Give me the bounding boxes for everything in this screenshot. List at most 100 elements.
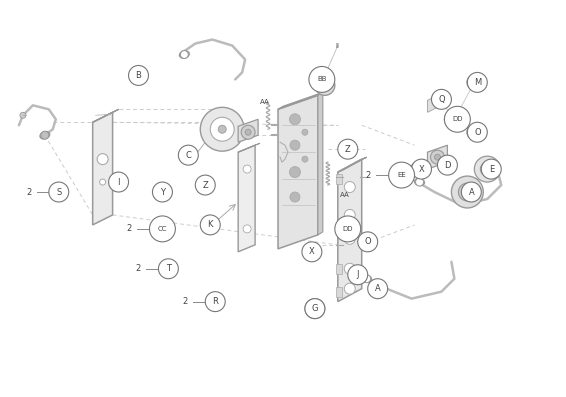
Polygon shape (427, 145, 447, 169)
Circle shape (431, 150, 444, 164)
Text: 2: 2 (365, 171, 370, 179)
Circle shape (358, 232, 378, 252)
Ellipse shape (414, 179, 424, 186)
Text: E: E (488, 165, 494, 173)
Text: X: X (309, 247, 315, 256)
Polygon shape (336, 174, 342, 184)
Circle shape (431, 91, 447, 107)
Circle shape (481, 159, 501, 179)
Text: O: O (474, 128, 481, 137)
Circle shape (289, 114, 301, 125)
Circle shape (389, 162, 414, 188)
Circle shape (41, 131, 49, 139)
Circle shape (302, 156, 308, 162)
Circle shape (49, 182, 68, 202)
Circle shape (449, 114, 460, 124)
Polygon shape (338, 157, 367, 172)
Circle shape (323, 83, 327, 88)
Circle shape (305, 299, 325, 318)
Circle shape (467, 125, 482, 140)
Ellipse shape (40, 131, 50, 139)
Circle shape (335, 216, 361, 242)
Circle shape (158, 259, 178, 279)
Polygon shape (336, 264, 342, 274)
Polygon shape (238, 143, 260, 152)
Circle shape (360, 234, 375, 249)
Circle shape (289, 167, 301, 177)
Circle shape (431, 89, 452, 109)
Text: DD: DD (452, 116, 462, 122)
Text: T: T (166, 264, 171, 273)
Text: K: K (208, 220, 213, 229)
Text: J: J (357, 270, 359, 279)
Text: 2: 2 (136, 264, 141, 273)
Text: II: II (336, 42, 340, 48)
Polygon shape (238, 119, 258, 142)
Circle shape (20, 112, 26, 118)
Circle shape (97, 154, 108, 165)
Ellipse shape (362, 275, 372, 282)
Text: 2: 2 (26, 187, 32, 197)
Circle shape (241, 125, 255, 139)
Circle shape (305, 245, 319, 259)
Circle shape (340, 219, 360, 239)
Circle shape (467, 75, 482, 90)
Circle shape (195, 175, 215, 195)
Circle shape (438, 155, 457, 175)
Circle shape (344, 210, 355, 220)
Circle shape (218, 125, 226, 133)
Text: AA: AA (340, 192, 350, 198)
Circle shape (152, 182, 173, 202)
Circle shape (368, 279, 388, 299)
Circle shape (481, 162, 494, 176)
Circle shape (348, 265, 368, 285)
Circle shape (345, 224, 355, 234)
Text: 2: 2 (126, 224, 131, 233)
Circle shape (319, 80, 331, 91)
Circle shape (181, 50, 188, 58)
Circle shape (415, 178, 423, 186)
Text: AA: AA (260, 99, 270, 105)
Circle shape (344, 263, 355, 274)
Circle shape (338, 139, 358, 159)
Text: CC: CC (158, 226, 167, 232)
Circle shape (210, 117, 234, 141)
Circle shape (468, 72, 487, 93)
Circle shape (305, 299, 325, 318)
Text: Z: Z (203, 181, 208, 189)
Circle shape (309, 66, 335, 93)
Ellipse shape (179, 51, 189, 58)
Text: S: S (56, 187, 62, 197)
Circle shape (302, 129, 308, 135)
Circle shape (205, 292, 225, 312)
Polygon shape (336, 224, 342, 234)
Circle shape (178, 145, 198, 165)
Circle shape (315, 75, 335, 95)
Circle shape (444, 106, 470, 132)
Text: Q: Q (438, 95, 445, 104)
Text: BB: BB (317, 76, 327, 83)
Circle shape (344, 181, 355, 193)
Circle shape (464, 188, 471, 196)
Circle shape (109, 172, 128, 192)
Circle shape (100, 179, 106, 185)
Circle shape (310, 304, 320, 314)
Text: D: D (444, 161, 451, 170)
Polygon shape (278, 93, 323, 109)
Circle shape (200, 107, 244, 151)
Polygon shape (93, 109, 119, 122)
Circle shape (290, 140, 300, 150)
Text: O: O (365, 237, 371, 247)
Circle shape (435, 95, 443, 103)
Text: A: A (469, 187, 474, 197)
Polygon shape (93, 112, 113, 225)
Circle shape (149, 216, 175, 242)
Polygon shape (278, 95, 318, 249)
Circle shape (344, 283, 355, 294)
Circle shape (128, 66, 148, 85)
Text: Y: Y (160, 187, 165, 197)
Circle shape (243, 165, 251, 173)
Circle shape (410, 162, 424, 176)
Text: Z: Z (345, 145, 351, 154)
Circle shape (243, 225, 251, 233)
